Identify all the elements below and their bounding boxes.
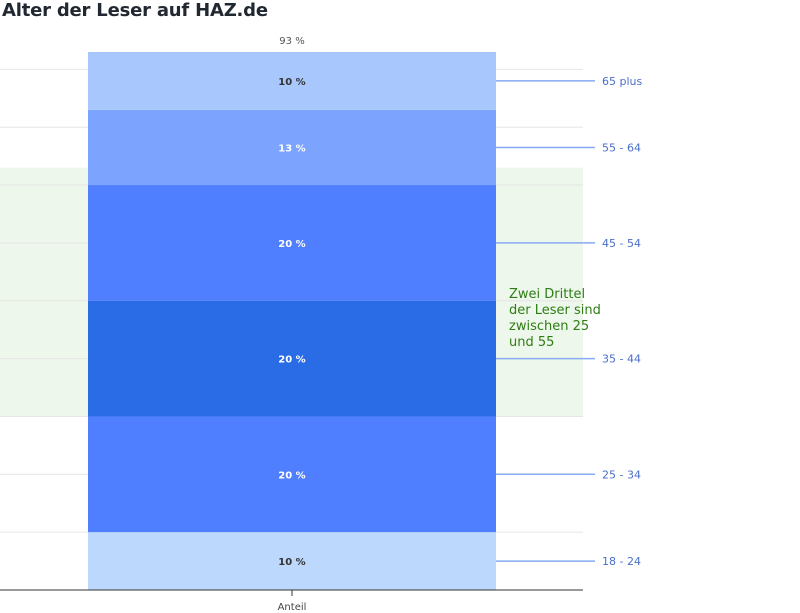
bar-segment <box>88 185 496 301</box>
segment-value-label: 20 % <box>278 470 305 481</box>
bar-segment <box>88 109 496 186</box>
segment-category-label: 35 - 44 <box>602 353 641 366</box>
segment-category-label: 18 - 24 <box>602 555 641 568</box>
segment-category-label: 55 - 64 <box>602 141 641 154</box>
bar-segment <box>88 532 496 590</box>
segment-category-label: 45 - 54 <box>602 237 641 250</box>
x-tick-label: Anteil <box>278 602 307 613</box>
total-value-label: 93 % <box>279 36 304 47</box>
bar-segment <box>88 52 496 110</box>
segment-value-label: 20 % <box>278 355 305 366</box>
segment-value-label: 20 % <box>278 239 305 250</box>
chart-annotation: Zwei Drittel der Leser sind zwischen 25 … <box>509 287 601 350</box>
segment-value-label: 13 % <box>278 143 305 154</box>
bar-segment <box>88 416 496 533</box>
segment-category-label: 65 plus <box>602 75 643 88</box>
segment-category-label: 25 - 34 <box>602 468 641 481</box>
bar-segment <box>88 300 496 417</box>
segment-value-label: 10 % <box>278 557 305 568</box>
segment-value-label: 10 % <box>278 77 305 88</box>
chart-title: Alter der Leser auf HAZ.de <box>2 0 268 21</box>
